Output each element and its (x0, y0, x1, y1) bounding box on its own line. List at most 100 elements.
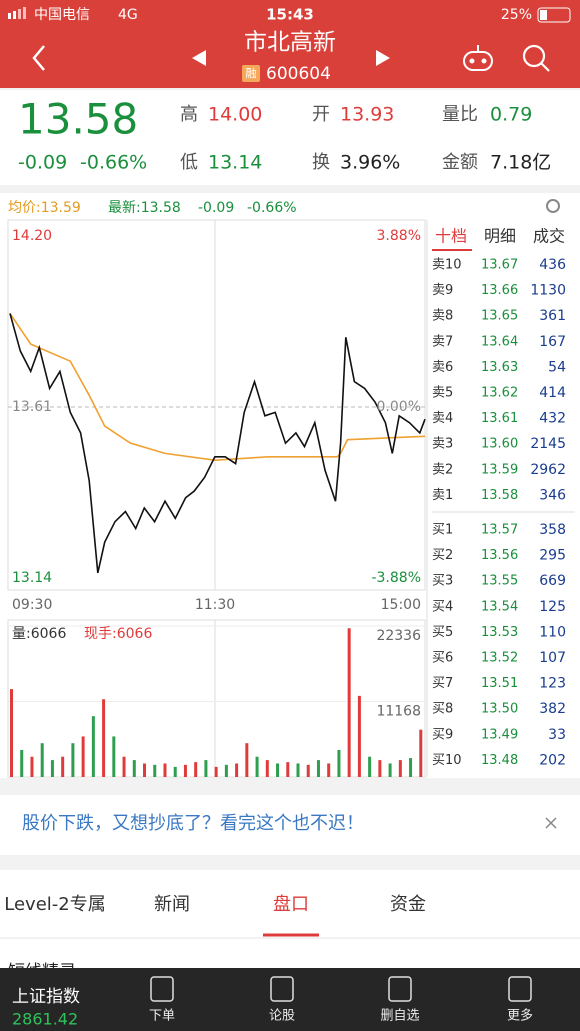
book-label: 卖10 (432, 258, 462, 273)
volume-bar (153, 764, 157, 777)
volume-bar (61, 756, 65, 777)
book-volume: 33 (548, 727, 566, 743)
avg-price: 均价:13.59 (8, 200, 81, 216)
banner-bg (0, 795, 580, 855)
section-tab[interactable]: 盘口 (273, 894, 309, 915)
price-bottom-label: 13.14 (12, 570, 52, 586)
book-price: 13.62 (481, 386, 518, 401)
button-icon[interactable] (270, 976, 294, 1002)
book-label: 卖3 (432, 437, 453, 452)
prev-stock[interactable] (192, 50, 206, 66)
book-volume: 669 (539, 573, 566, 589)
book-price: 13.63 (481, 360, 518, 375)
volume-bar (419, 729, 423, 777)
bottom-button[interactable]: 更多 (507, 1008, 533, 1024)
latest-price: 最新:13.58 (108, 200, 181, 216)
volume-bar (316, 760, 320, 777)
book-price: 13.59 (481, 462, 518, 477)
book-volume: 107 (539, 650, 566, 666)
volume-bar (183, 764, 187, 777)
volume-bar (132, 760, 136, 777)
time-label: 15:00 (381, 597, 421, 613)
margin-tag: 融 (246, 67, 257, 80)
volume-bar (368, 756, 372, 777)
bottom-button[interactable]: 论股 (269, 1009, 295, 1024)
volume-bar (102, 699, 106, 777)
chart-bg (0, 193, 580, 778)
book-volume: 123 (539, 676, 566, 692)
book-label: 买6 (432, 651, 453, 666)
search-icon[interactable] (522, 44, 550, 72)
button-icon[interactable] (508, 976, 532, 1002)
volume-bar (286, 762, 290, 777)
volume-bar (296, 763, 300, 777)
book-label: 买5 (432, 625, 453, 640)
volume-bar (347, 628, 351, 777)
section-tab[interactable]: Level-2专属 (4, 894, 105, 915)
volume-bar (81, 736, 85, 777)
banner-text[interactable]: 股价下跌，又想抄底了？看完这个也不迟！ (22, 813, 364, 834)
button-icon[interactable] (150, 976, 174, 1002)
volume-bar (357, 695, 361, 777)
volume-tick-label: 11168 (376, 704, 421, 720)
book-label: 卖6 (432, 360, 453, 375)
book-label: 买8 (432, 702, 453, 717)
back-button[interactable] (32, 45, 45, 71)
book-label: 卖5 (432, 386, 453, 401)
book-price: 13.49 (481, 727, 518, 742)
stat-label: 金额 (442, 152, 478, 173)
book-volume: 432 (539, 411, 566, 427)
network: 4G (118, 7, 138, 23)
settings-icon[interactable] (546, 199, 560, 213)
next-stock[interactable] (376, 50, 390, 66)
book-volume: 202 (539, 752, 566, 768)
section-tab[interactable]: 新闻 (154, 894, 190, 915)
book-label: 买4 (432, 599, 453, 614)
bottom-button[interactable]: 下单 (149, 1009, 175, 1024)
stock-code: 600604 (266, 64, 331, 84)
volume-bar (306, 764, 310, 777)
stat-value: 13.14 (208, 152, 262, 174)
time-label: 09:30 (12, 597, 52, 613)
volume-bar (224, 764, 228, 777)
stat-label: 开 (312, 104, 330, 125)
stat-label: 高 (180, 104, 198, 125)
stat-value: 3.96% (340, 152, 400, 174)
book-label: 买9 (432, 727, 453, 742)
tabs-bg (0, 870, 580, 970)
book-tab[interactable]: 十档 (435, 227, 467, 246)
volume-bar (112, 736, 116, 777)
volume-bar (245, 743, 249, 777)
book-volume: 2145 (530, 436, 566, 452)
price-frame (7, 219, 426, 591)
price-top-label: 14.20 (12, 228, 52, 244)
volume-bar (20, 749, 24, 777)
volume-bar (173, 766, 177, 777)
book-tab[interactable]: 明细 (484, 227, 516, 246)
header-bg (0, 0, 580, 88)
signal-icon (8, 7, 26, 19)
book-label: 卖7 (432, 334, 453, 349)
book-price: 13.50 (481, 702, 518, 717)
banner-close[interactable] (545, 817, 557, 829)
latest-change-pct: -0.66% (247, 200, 297, 216)
volume-bar (409, 758, 413, 777)
book-volume: 2962 (530, 462, 566, 478)
stat-value: 13.93 (340, 104, 394, 126)
book-tab[interactable]: 成交 (533, 227, 565, 246)
section-tab[interactable]: 资金 (390, 894, 426, 915)
index-name[interactable]: 上证指数 (12, 987, 80, 1007)
book-label: 卖4 (432, 411, 453, 426)
volume-bar (10, 689, 13, 777)
book-price: 13.48 (481, 753, 518, 768)
book-volume: 295 (539, 548, 566, 564)
tag-bg (242, 65, 260, 82)
stat-value: 7.18亿 (490, 152, 551, 174)
volume-bar (378, 760, 382, 777)
robot-icon[interactable] (463, 45, 493, 71)
bottom-button[interactable]: 删自选 (380, 1009, 419, 1024)
volume-bar (388, 763, 392, 777)
pct-bottom-label: -3.88% (371, 570, 421, 586)
button-icon[interactable] (388, 976, 412, 1002)
book-price: 13.61 (481, 411, 518, 426)
